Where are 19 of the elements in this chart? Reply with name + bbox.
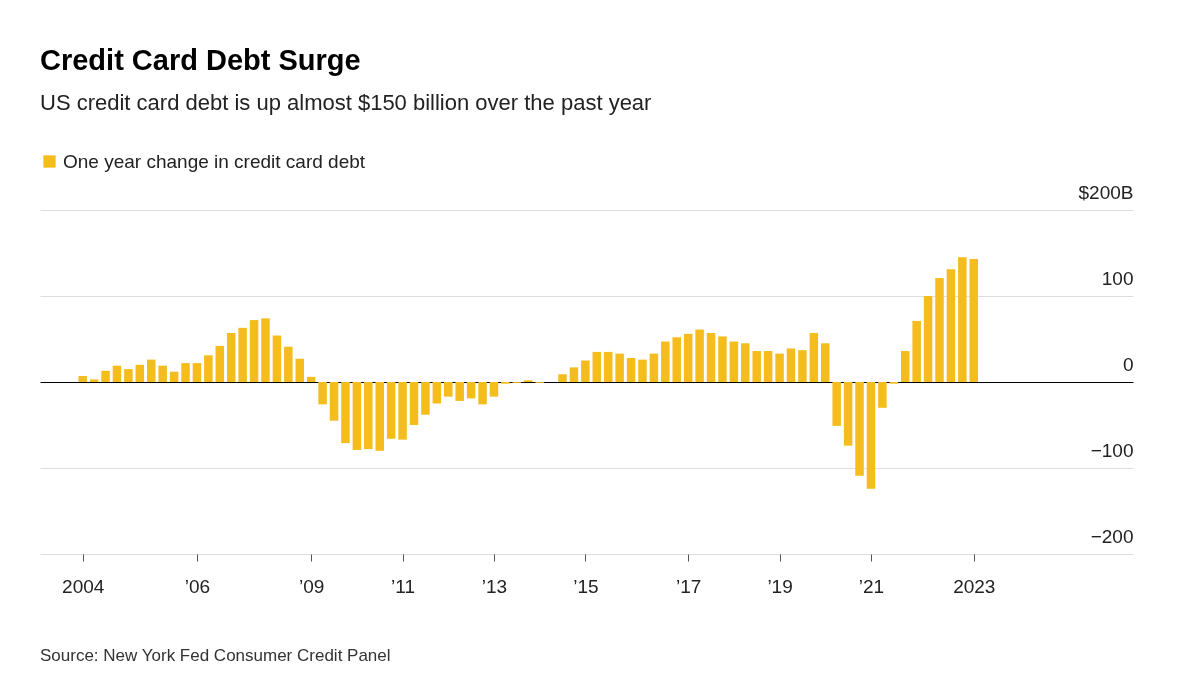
- legend-label: One year change in credit card debt: [63, 150, 366, 172]
- x-tick-label: ’21: [858, 575, 885, 597]
- x-tick-label: ’15: [573, 575, 599, 597]
- x-tick-label: ’09: [299, 575, 325, 597]
- y-tick-label: $200B: [1078, 181, 1134, 203]
- chart-subtitle: US credit card debt is up almost $150 billion over the past year: [40, 90, 652, 116]
- y-tick-label: −100: [1090, 439, 1134, 461]
- x-tick-label: ’06: [184, 575, 211, 597]
- chart-title: Credit Card Debt Surge: [40, 44, 361, 77]
- x-tick-label: ’13: [481, 575, 508, 597]
- y-tick-label: 100: [1101, 267, 1134, 289]
- source-note: Source: New York Fed Consumer Credit Panel: [40, 646, 391, 666]
- x-tick-label: ’19: [767, 575, 793, 597]
- x-tick-label: ’11: [391, 575, 416, 597]
- x-tick-label: ’17: [675, 575, 702, 597]
- x-tick-label: 2023: [953, 575, 996, 597]
- x-tick-label: 2004: [62, 575, 105, 597]
- y-tick-label: −200: [1090, 525, 1134, 547]
- y-tick-label: 0: [1122, 353, 1134, 375]
